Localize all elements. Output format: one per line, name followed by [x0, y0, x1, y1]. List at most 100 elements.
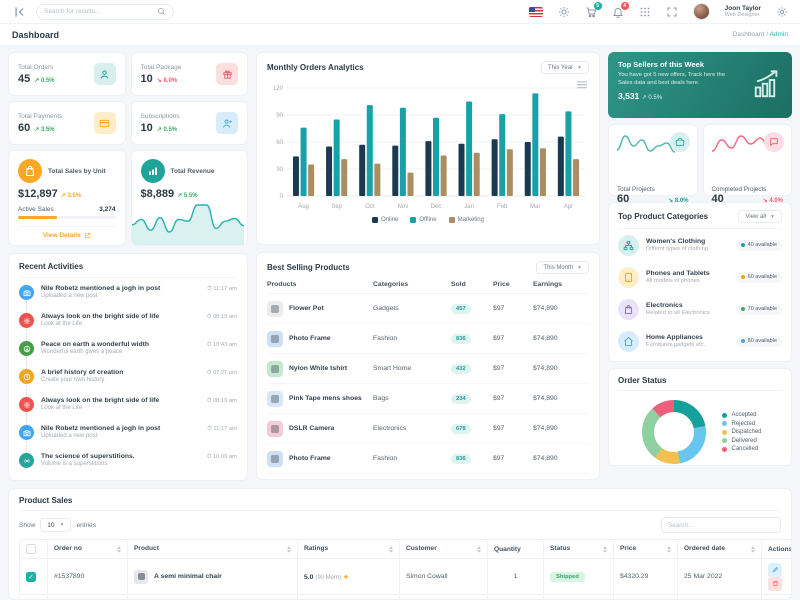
activity-time: ⏱ 11:17 am	[207, 286, 237, 292]
column-header[interactable]: Price	[613, 539, 678, 559]
column-header[interactable]: Status	[543, 539, 614, 559]
product-thumbnail	[267, 420, 283, 437]
year-filter-dropdown[interactable]: This Year ▼	[541, 61, 589, 74]
best-selling-row[interactable]: Nylon White tshirt Smart Home 432 $97 $7…	[267, 354, 589, 384]
breadcrumb-root[interactable]: Dashboard	[732, 31, 765, 38]
activity-item[interactable]: Peace on earth a wonderful width Wonderf…	[19, 334, 237, 375]
user-avatar[interactable]	[692, 3, 710, 20]
top-categories-title: Top Product Categories	[618, 212, 709, 221]
best-selling-row[interactable]: Photo Frame Fashion 836 $97 $74,890	[267, 444, 589, 474]
column-header[interactable]: Categories	[373, 281, 409, 288]
best-selling-row[interactable]: Photo Frame Fashion 836 $97 $74,890	[267, 324, 589, 354]
settings-gear-icon[interactable]	[776, 6, 788, 18]
notifications-bell-icon[interactable]: 4	[612, 1, 629, 18]
sold-badge: 836	[451, 453, 471, 464]
project-sparkline-chart	[617, 132, 689, 158]
project-trend: ↘ 8.0%	[668, 198, 689, 204]
column-header[interactable]: Ordered date	[677, 539, 762, 559]
delete-button[interactable]	[768, 576, 782, 591]
search-input[interactable]	[44, 8, 157, 15]
legend-item: Marketing	[448, 217, 484, 223]
product-earnings: $74,890	[533, 335, 558, 342]
theme-toggle-icon[interactable]	[558, 6, 570, 18]
column-header	[19, 539, 48, 559]
column-header[interactable]: Ratings	[297, 539, 400, 559]
language-flag-icon[interactable]	[528, 6, 543, 17]
cart-icon[interactable]: 5	[585, 1, 602, 18]
global-search[interactable]	[36, 3, 174, 20]
svg-text:Sep: Sep	[331, 204, 342, 210]
page-title: Dashboard	[12, 29, 60, 40]
sort-icon	[477, 546, 481, 553]
column-header: Actions	[761, 539, 791, 559]
category-item[interactable]: Women's Clothing Differnt types of cloth…	[618, 229, 782, 261]
product-thumbnail	[267, 300, 283, 317]
column-header[interactable]: Order no	[47, 539, 128, 559]
svg-text:90: 90	[276, 113, 283, 119]
product-earnings: $74,890	[533, 425, 558, 432]
sold-badge: 457	[451, 303, 471, 314]
activity-item[interactable]: A brief history of creation Create your …	[19, 362, 237, 403]
fullscreen-icon[interactable]	[666, 6, 678, 18]
activity-item[interactable]: Always look on the bright side of life L…	[19, 390, 237, 431]
column-header[interactable]: Products	[267, 281, 297, 288]
month-filter-dropdown[interactable]: This Month ▼	[536, 261, 589, 274]
sun-icon	[19, 397, 34, 412]
product-thumbnail	[267, 360, 283, 377]
table-search-input[interactable]	[661, 517, 781, 533]
category-item[interactable]: Home Appliances Furnitures,gadgets etc..…	[618, 325, 782, 357]
activity-item[interactable]: The science of superstitions. Volume is …	[19, 446, 237, 474]
view-details-link[interactable]: View Details	[18, 226, 116, 239]
sort-icon	[603, 546, 607, 553]
activity-title: Nile Robetz mentioned a jogh in post	[41, 285, 161, 292]
activity-item[interactable]: Nile Robetz mentioned a jogh in post Upl…	[19, 418, 237, 459]
activity-item[interactable]: Always look on the bright side of life L…	[19, 306, 237, 347]
product-name: Photo Frame	[289, 455, 331, 462]
select-all-checkbox[interactable]	[26, 544, 36, 554]
svg-text:Nov: Nov	[398, 204, 409, 210]
user-role: Web Designer	[724, 12, 760, 19]
user-meta[interactable]: Joon Taylor Web Designer	[725, 5, 761, 19]
column-header[interactable]: Earnings	[533, 281, 563, 288]
bag-icon	[18, 159, 42, 183]
availability-badge: 40 available	[735, 239, 782, 251]
top-sellers-body: You have got 5 new offers, Track here th…	[618, 72, 725, 86]
edit-button[interactable]	[768, 562, 782, 577]
column-header[interactable]: Price	[493, 281, 510, 288]
stat-trend: ↘ 8.0%	[156, 77, 178, 84]
notifications-badge: 4	[620, 1, 629, 10]
monthly-orders-title: Monthly Orders Analytics	[267, 63, 364, 72]
stat-trend: ↗ 3.5%	[34, 126, 55, 133]
category-item[interactable]: Phones and Tablets All models of phones …	[618, 261, 782, 293]
activity-item[interactable]: Nile Robetz mentioned a jogh in post Upl…	[19, 278, 237, 319]
column-header[interactable]: Customer	[399, 539, 488, 559]
entries-select[interactable]: 10 ▼	[40, 518, 72, 532]
view-all-dropdown[interactable]: View all ▼	[738, 210, 782, 223]
stat-label: Total Payments	[18, 112, 63, 120]
edit-button[interactable]	[768, 598, 782, 599]
top-sellers-card: Top Sellers of this Week You have got 5 …	[608, 52, 792, 118]
chevron-down-icon: ▼	[577, 264, 582, 271]
recent-activities-title: Recent Activities	[19, 262, 237, 278]
total-revenue-amount: $8,889	[140, 188, 175, 200]
sidebar-collapse-icon[interactable]	[12, 5, 26, 19]
activity-time: ⏱ 11:17 am	[207, 426, 237, 432]
legend-item: Dispatched	[722, 429, 762, 435]
best-selling-row[interactable]: Flower Pot Gadgets 457 $97 $74,890	[267, 294, 589, 324]
row-checkbox[interactable]: ✓	[26, 571, 36, 582]
category-item[interactable]: Electronics Related to all Electronics 7…	[618, 293, 782, 325]
sort-icon	[117, 546, 121, 553]
apps-grid-icon[interactable]	[639, 6, 651, 18]
column-header[interactable]: Product	[127, 539, 298, 559]
best-selling-title: Best Selling Products	[267, 263, 350, 272]
best-selling-row[interactable]: Pink Tape mens shoes Bags 234 $97 $74,89…	[267, 384, 589, 414]
product-sales-table: Order no Product Ratings Customer Quantity St…	[19, 539, 791, 599]
product-category: Fashion	[373, 335, 398, 342]
product-thumbnail	[267, 390, 283, 407]
product-price: $97	[493, 305, 505, 312]
revenue-sparkline-chart	[131, 201, 248, 245]
column-header[interactable]: Sold	[451, 281, 466, 288]
chart-menu-icon[interactable]	[577, 81, 587, 89]
best-selling-row[interactable]: DSLR Camera Electronics 678 $97 $74,890	[267, 414, 589, 444]
best-selling-header: Products Categories Sold Price Earnings	[267, 274, 589, 294]
